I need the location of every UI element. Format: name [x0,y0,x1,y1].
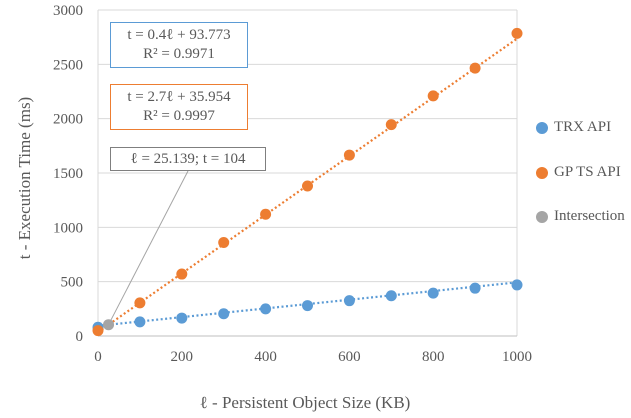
data-point [427,287,439,299]
x-tick-label: 1000 [502,349,532,365]
data-point [427,90,439,102]
y-axis-title: t - Execution Time (ms) [15,97,34,259]
y-tick-label: 1000 [53,220,83,236]
data-point [134,297,146,309]
data-point [92,325,104,337]
trendline [97,281,518,327]
x-tick-label: 400 [254,349,277,365]
data-point [302,300,313,312]
trx-equation: t = 0.4ℓ + 93.773 [127,27,231,43]
data-point [469,282,481,294]
legend-marker-gp [536,166,548,179]
data-point [218,237,230,249]
data-point [260,303,272,315]
intersection-label: ℓ = 25.139; t = 104 [130,151,246,167]
data-point [260,208,272,220]
gp-r2: R² = 0.9997 [143,108,215,124]
data-points [92,27,523,337]
x-tick-label: 600 [338,349,361,365]
legend-label-gp: GP TS API [554,164,621,180]
data-point [511,27,523,39]
legend-marker-trx [536,121,548,134]
trendlines [97,37,518,333]
data-point [302,180,313,192]
gp-equation-box: t = 2.7ℓ + 35.954 R² = 0.9997 [110,84,248,130]
data-point [176,312,188,324]
legend-item-gp: GP TS API [536,164,621,181]
trx-equation-box: t = 0.4ℓ + 93.773 R² = 0.9971 [110,22,248,68]
y-tick-label: 500 [61,275,84,291]
legend-item-trx: TRX API [536,119,611,136]
x-tick-label: 200 [171,349,194,365]
data-point [343,149,355,161]
legend-label-trx: TRX API [554,119,612,135]
x-tick-labels: 0 200 400 600 800 1000 [94,349,532,365]
y-tick-label: 1500 [53,166,83,182]
data-point [469,62,481,74]
legend-marker-intersection [536,210,548,223]
data-point [176,268,188,280]
data-point [343,295,355,307]
data-point [385,119,397,131]
y-tick-label: 3000 [53,3,83,19]
x-axis-title: ℓ - Persistent Object Size (KB) [200,393,411,412]
data-point [218,308,230,320]
data-point [385,290,397,302]
legend-item-intersection: Intersection [536,208,625,225]
intersection-callout-line [108,170,189,325]
trx-r2: R² = 0.9971 [143,46,215,62]
y-tick-label: 2000 [53,112,83,128]
x-tick-label: 0 [94,349,102,365]
x-tick-label: 800 [422,349,445,365]
data-point [511,279,523,291]
legend-label-intersection: Intersection [554,208,625,224]
intersection-label-box: ℓ = 25.139; t = 104 [110,147,266,171]
gp-equation: t = 2.7ℓ + 35.954 [127,89,231,105]
y-tick-label: 0 [76,329,84,345]
y-tick-label: 2500 [53,57,83,73]
y-tick-labels: 0 500 1000 1500 2000 2500 3000 [53,3,83,345]
data-point [134,316,146,328]
data-point [103,319,115,331]
